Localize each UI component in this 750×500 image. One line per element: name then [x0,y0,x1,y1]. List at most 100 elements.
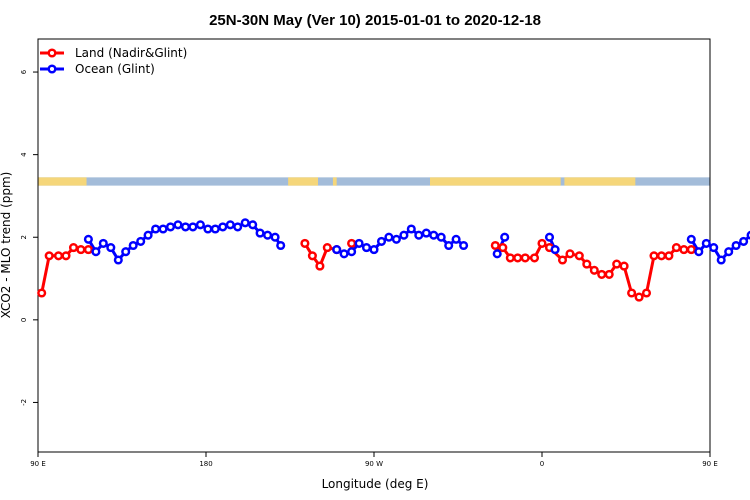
data-point [376,236,387,246]
data-point [436,232,446,242]
data-point [459,240,469,251]
data-point [731,240,741,251]
data-point [270,232,280,242]
data-point [361,243,372,253]
data-point [500,232,510,242]
data-point [61,251,71,261]
data-point [300,238,310,248]
data-point [128,240,138,251]
data-point [746,230,750,240]
data-point [724,247,734,257]
data-point [557,255,568,265]
data-point [53,251,64,261]
data-point [451,234,461,244]
axes: 90 E 180 90 W 0 90 E -2 0 2 4 6 [20,69,718,468]
data-point [44,251,54,261]
x-axis-label: Longitude (deg E) [322,477,429,491]
data-point [589,265,599,275]
data-point [686,245,696,255]
data-point [429,230,439,240]
y-tick-label: 4 [20,152,28,157]
data-point [701,238,711,248]
data-point [248,220,258,230]
data-point [537,238,547,248]
data-point [627,288,637,298]
data-point [165,222,176,232]
data-point [414,230,424,240]
data-point [513,253,523,263]
chart-title: 25N-30N May (Ver 10) 2015-01-01 to 2020-… [209,12,541,29]
data-point [218,222,228,232]
data-point [37,288,47,298]
data-point [255,228,265,238]
data-point [121,247,131,257]
y-tick-label: 0 [20,318,28,322]
data-point [276,240,286,251]
data-point [180,222,191,232]
data-point [136,236,146,246]
data-point [694,247,704,257]
data-point [339,249,349,259]
data-point [505,253,515,263]
data-point [421,228,431,238]
data-point [240,218,250,228]
data-point [113,255,123,265]
data-point [597,269,607,279]
data-point [716,255,726,265]
data-point [604,269,614,279]
data-point [98,238,108,248]
legend-land-label: Land (Nadir&Glint) [75,46,187,60]
data-point [83,245,93,255]
x-tick-label: 90 E [702,460,718,468]
y-tick-label: 2 [20,235,28,239]
data-point [498,243,508,253]
data-point [399,230,409,240]
data-point [173,220,183,230]
legend-ocean-marker [47,64,57,74]
data-point [529,253,540,263]
data-point [332,245,342,255]
data-point [151,224,161,234]
series [37,218,750,302]
land-band [430,177,561,186]
data-point [391,234,401,244]
data-point [203,224,213,234]
land-band [564,177,636,186]
legend-land-marker [47,48,57,58]
data-point [550,245,560,255]
data-point [263,230,273,240]
data-point [492,249,502,259]
data-point [347,247,357,257]
data-point [406,224,416,234]
data-point [649,251,659,261]
x-tick-label: 90 W [365,460,383,468]
data-point [520,253,530,263]
land-band [332,177,337,186]
x-tick-label: 90 E [30,460,46,468]
land-band [288,177,318,186]
data-point [369,245,379,255]
y-tick-label: -2 [20,399,28,406]
data-point [565,249,575,259]
data-point [322,243,332,253]
data-point [641,288,652,298]
data-point [444,240,454,251]
data-point [307,251,317,261]
data-point [671,243,681,253]
data-point [347,238,357,248]
land-band [38,177,87,186]
data-point [143,230,153,240]
ocean-band [38,177,710,186]
data-point [656,251,667,261]
data-point [91,247,101,257]
data-point [315,261,325,271]
data-point [195,220,205,230]
data-point [225,220,235,230]
legend: Land (Nadir&Glint) Ocean (Glint) [40,46,187,76]
legend-ocean-label: Ocean (Glint) [75,62,155,76]
data-point [739,236,749,246]
data-point [709,243,719,253]
data-point [664,251,674,261]
x-tick-label: 0 [540,460,544,468]
data-point [686,234,696,244]
